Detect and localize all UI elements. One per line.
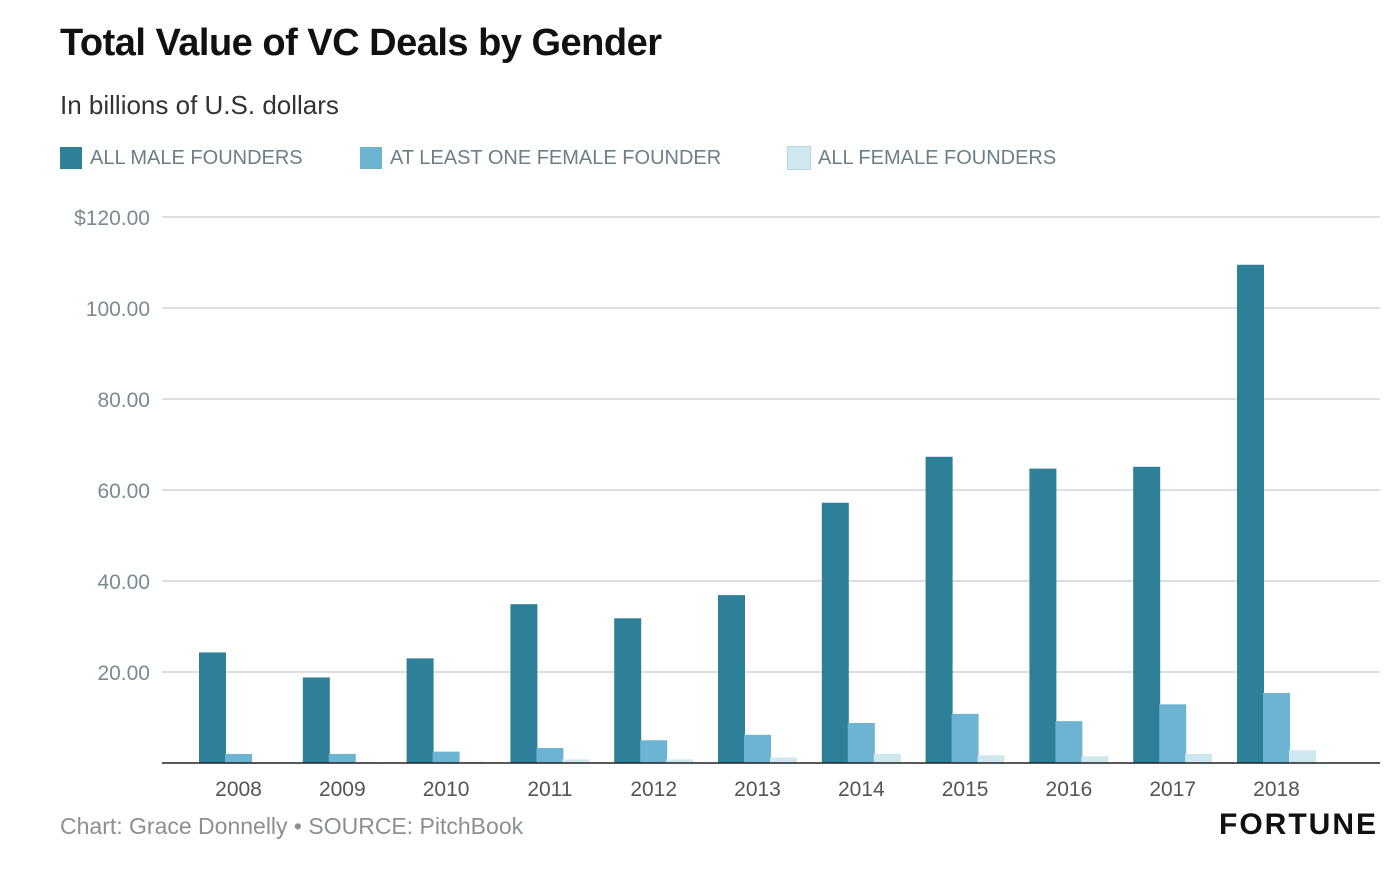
bar-female-2012 bbox=[666, 759, 694, 763]
bar-male-2016 bbox=[1029, 468, 1057, 763]
bar-female-2018 bbox=[1289, 750, 1316, 763]
x-tick-label: 2008 bbox=[215, 778, 262, 801]
bar-mixed-2015 bbox=[951, 713, 979, 763]
y-tick-label: 100.00 bbox=[86, 298, 150, 321]
chart-title: Total Value of VC Deals by Gender bbox=[60, 22, 662, 64]
legend-swatch-female bbox=[787, 146, 811, 170]
bar-male-2010 bbox=[406, 658, 434, 763]
legend-swatch-male bbox=[60, 147, 82, 169]
bar-mixed-2013 bbox=[744, 734, 771, 763]
bar-male-2012 bbox=[614, 618, 642, 763]
bar-mixed-2014 bbox=[847, 722, 875, 763]
x-tick-label: 2010 bbox=[423, 778, 470, 801]
y-tick-label: $120.00 bbox=[74, 207, 150, 230]
bar-mixed-2016 bbox=[1055, 721, 1083, 763]
bar-mixed-2018 bbox=[1263, 692, 1290, 763]
bar-male-2015 bbox=[925, 456, 953, 763]
bar-female-2017 bbox=[1185, 753, 1213, 763]
bar-female-2013 bbox=[770, 757, 797, 763]
x-tick-label: 2013 bbox=[734, 778, 781, 801]
bar-mixed-2012 bbox=[640, 740, 668, 763]
bar-mixed-2008 bbox=[225, 753, 252, 763]
bar-mixed-2017 bbox=[1159, 704, 1187, 763]
x-tick-label: 2015 bbox=[942, 778, 989, 801]
y-tick-label: 60.00 bbox=[97, 480, 150, 503]
y-tick-label: 40.00 bbox=[97, 571, 150, 594]
x-tick-label: 2017 bbox=[1149, 778, 1196, 801]
x-tick-label: 2018 bbox=[1253, 778, 1300, 801]
brand-logo: FORTUNE bbox=[1219, 808, 1378, 841]
bar-male-2009 bbox=[302, 677, 330, 763]
legend-item-male: ALL MALE FOUNDERS bbox=[60, 144, 303, 172]
bar-male-2018 bbox=[1237, 264, 1264, 763]
bar-female-2016 bbox=[1081, 756, 1109, 763]
bar-mixed-2011 bbox=[536, 747, 564, 763]
legend-label-mixed: AT LEAST ONE FEMALE FOUNDER bbox=[390, 146, 722, 169]
bar-male-2013 bbox=[718, 595, 745, 763]
y-tick-label: 20.00 bbox=[97, 662, 150, 685]
y-tick-label: 80.00 bbox=[97, 389, 150, 412]
bar-male-2008 bbox=[199, 652, 226, 763]
bar-mixed-2010 bbox=[432, 751, 460, 763]
bar-female-2011 bbox=[562, 759, 590, 763]
x-tick-label: 2012 bbox=[630, 778, 677, 801]
bar-mixed-2009 bbox=[328, 753, 356, 763]
x-tick-label: 2011 bbox=[527, 778, 572, 801]
chart-subtitle: In billions of U.S. dollars bbox=[60, 90, 339, 120]
bar-female-2014 bbox=[873, 753, 901, 763]
bar-male-2017 bbox=[1133, 466, 1161, 763]
bar-male-2011 bbox=[510, 604, 538, 763]
legend-label-male: ALL MALE FOUNDERS bbox=[90, 146, 303, 169]
x-tick-label: 2009 bbox=[319, 778, 366, 801]
x-tick-label: 2014 bbox=[838, 778, 885, 801]
legend-item-female: ALL FEMALE FOUNDERS bbox=[787, 144, 1057, 172]
source-credit: Chart: Grace Donnelly • SOURCE: PitchBoo… bbox=[60, 813, 524, 839]
legend-swatch-mixed bbox=[360, 147, 382, 169]
legend-label-female: ALL FEMALE FOUNDERS bbox=[818, 146, 1057, 169]
bar-male-2014 bbox=[821, 502, 849, 763]
x-tick-label: 2016 bbox=[1046, 778, 1093, 801]
bar-female-2015 bbox=[977, 755, 1005, 763]
legend-item-mixed: AT LEAST ONE FEMALE FOUNDER bbox=[360, 144, 721, 172]
